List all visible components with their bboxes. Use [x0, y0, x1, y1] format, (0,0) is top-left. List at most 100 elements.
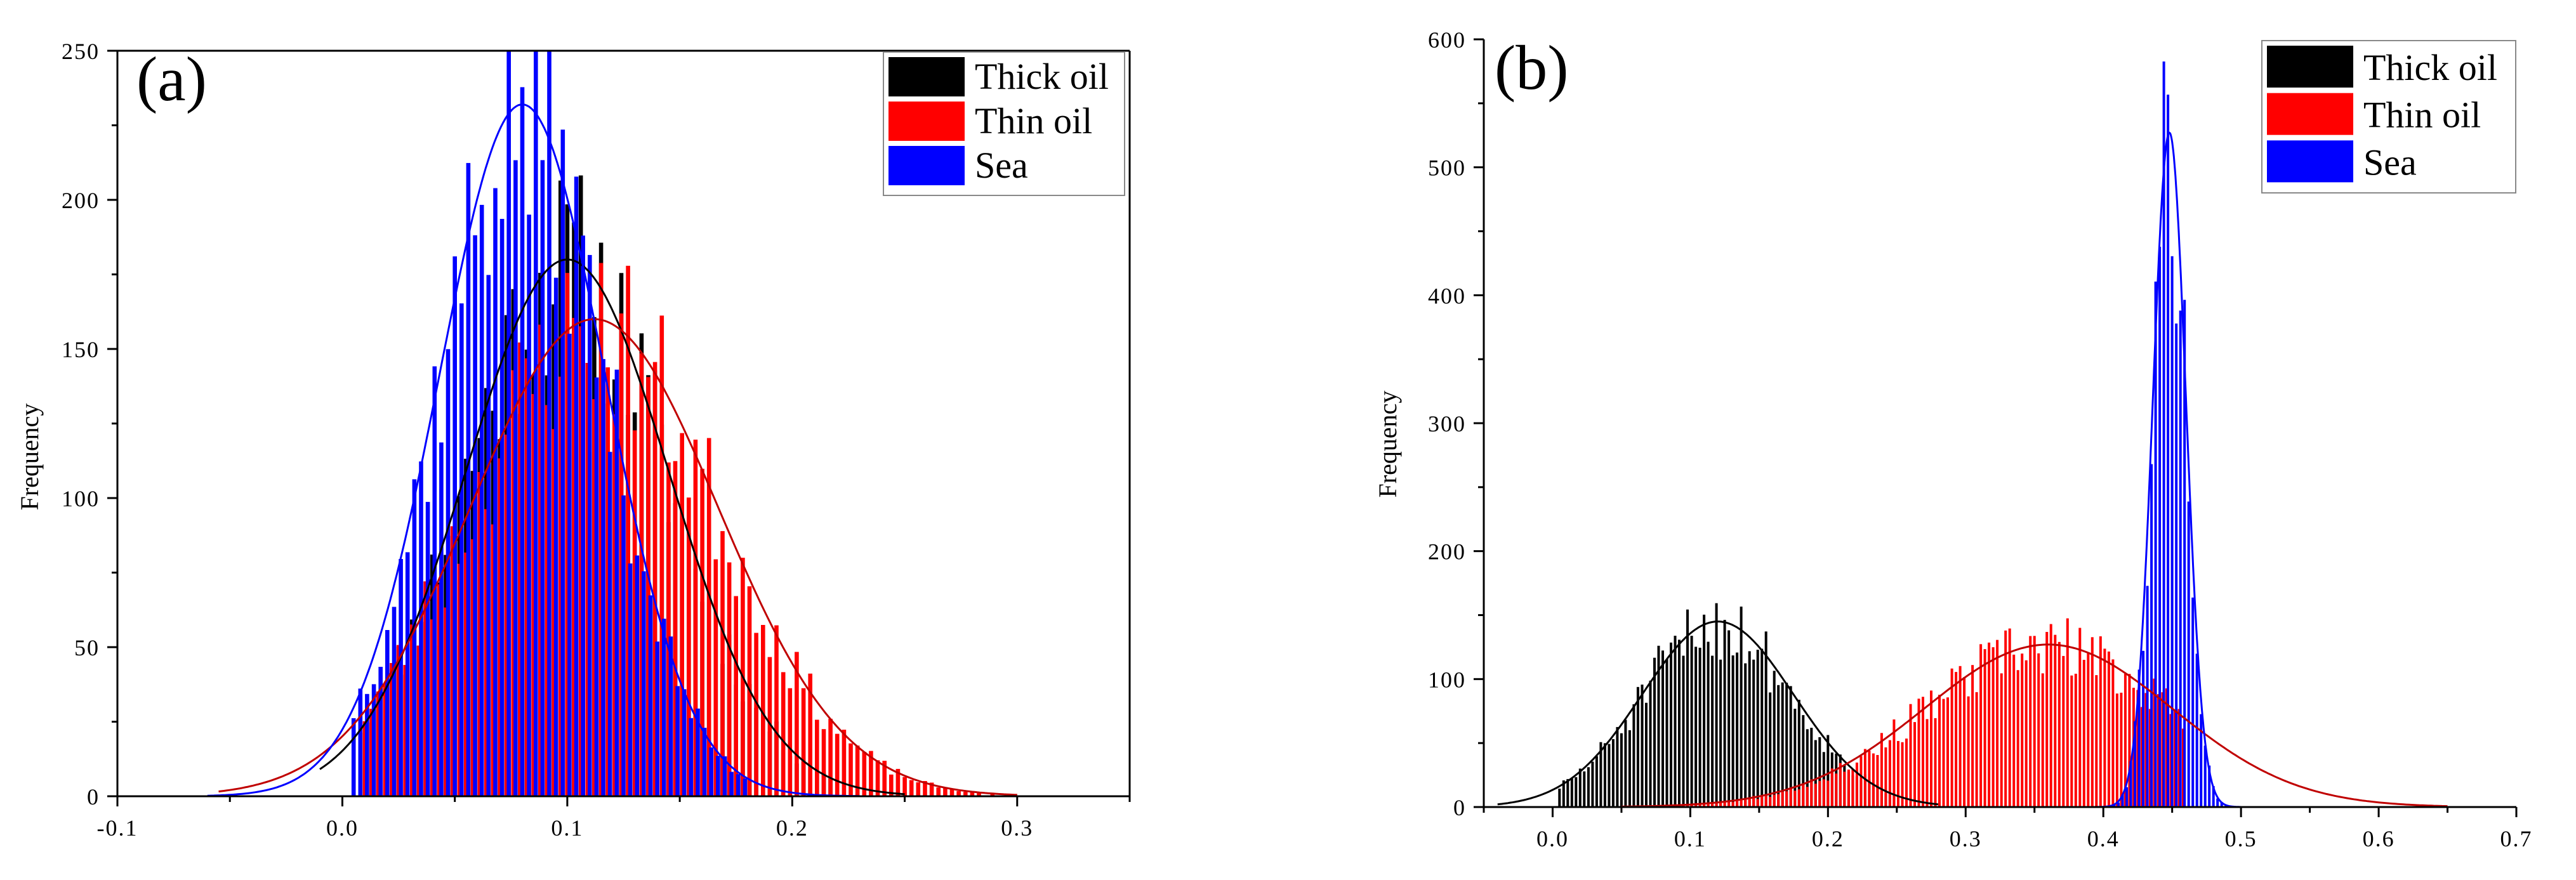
- histogram-bar-sea: [419, 461, 423, 796]
- histogram-bar-sea: [2158, 246, 2162, 807]
- histogram-bar-thick-oil: [1760, 648, 1764, 807]
- histogram-bar-thick-oil: [1641, 685, 1644, 807]
- legend-label-sea: Sea: [975, 145, 1028, 186]
- histogram-bar-thin-oil: [781, 672, 786, 796]
- histogram-bar-thin-oil: [2016, 670, 2019, 807]
- histogram-bar-thin-oil: [895, 768, 901, 796]
- histogram-bar-thick-oil: [1616, 726, 1619, 807]
- histogram-bar-thick-oil: [1690, 636, 1693, 807]
- histogram-bar-thin-oil: [1785, 791, 1788, 807]
- histogram-bar-sea: [601, 358, 605, 796]
- histogram-bar-thin-oil: [1901, 742, 1904, 807]
- histogram-bar-thin-oil: [673, 461, 678, 796]
- histogram-bar-sea: [479, 204, 484, 796]
- histogram-bar-thin-oil: [1690, 804, 1693, 807]
- histogram-bar-thin-oil: [1727, 802, 1731, 807]
- histogram-bar-sea: [493, 188, 498, 796]
- fit-curve-thick-oil: [1497, 621, 1939, 806]
- histogram-bar-sea: [607, 452, 612, 796]
- legend-swatch-thin-oil: [888, 102, 965, 141]
- y-tick-label: 0: [1453, 795, 1466, 820]
- histogram-bar-sea: [371, 684, 376, 796]
- histogram-bar-thin-oil: [2095, 675, 2098, 807]
- histogram-bar-thin-oil: [369, 709, 374, 796]
- histogram-bar-thin-oil: [1736, 799, 1739, 807]
- histogram-bar-thin-oil: [734, 596, 738, 796]
- histogram-bar-sea: [560, 129, 565, 796]
- histogram-bar-thin-oil: [902, 777, 907, 796]
- panel-label-a: (a): [136, 44, 207, 114]
- histogram-bar-thick-oil: [1661, 650, 1664, 807]
- histogram-bar-thin-oil: [518, 342, 522, 796]
- histogram-bar-sea: [2162, 61, 2165, 807]
- legend-label-thick-oil: Thick oil: [2363, 47, 2497, 88]
- histogram-bar-thin-oil: [720, 531, 725, 796]
- histogram-bar-sea: [2200, 714, 2203, 807]
- histogram-bar-thin-oil: [1892, 719, 1896, 807]
- histogram-bar-thick-oil: [1707, 641, 1710, 807]
- histogram-bar-sea: [473, 235, 477, 796]
- histogram-bar-sea: [513, 160, 518, 796]
- x-tick-label: 0.4: [2087, 826, 2120, 851]
- histogram-bar-thin-oil: [2066, 618, 2069, 807]
- histogram-bar-thick-oil: [1682, 655, 1685, 807]
- histogram-bar-sea: [722, 756, 727, 796]
- histogram-bar-thin-oil: [2182, 728, 2184, 807]
- histogram-bar-thin-oil: [1773, 794, 1776, 807]
- histogram-bar-thin-oil: [464, 552, 468, 796]
- histogram-bar-sea: [736, 774, 741, 796]
- histogram-bar-sea: [547, 51, 552, 796]
- histogram-bar-thin-oil: [1967, 696, 1970, 807]
- legend-swatch-sea: [888, 146, 965, 185]
- histogram-bar-thin-oil: [1740, 799, 1743, 807]
- histogram-bar-thin-oil: [1830, 768, 1833, 807]
- fit-curve-thick-oil: [319, 258, 905, 796]
- histogram-bar-thick-oil: [1558, 789, 1561, 807]
- histogram-bar-thin-oil: [2021, 653, 2024, 807]
- fit-curve-thin-oil: [1621, 643, 2448, 808]
- histogram-bar-thin-oil: [2128, 674, 2131, 807]
- histogram-bar-thick-oil: [1773, 671, 1776, 807]
- fit-curve-sea: [207, 103, 860, 798]
- histogram-bar-thin-oil: [923, 781, 927, 796]
- histogram-bar-thin-oil: [504, 435, 509, 796]
- histogram-bar-sea: [446, 349, 451, 796]
- histogram-bar-thick-oil: [1665, 659, 1668, 807]
- histogram-bar-thin-oil: [2165, 688, 2168, 807]
- histogram-bar-thin-oil: [1723, 801, 1726, 807]
- histogram-bar-thick-oil: [1789, 686, 1792, 807]
- histogram-bar-thin-oil: [416, 645, 421, 796]
- histogram-bar-sea: [378, 667, 383, 796]
- histogram-bar-thin-oil: [444, 607, 448, 796]
- histogram-bar-thin-oil: [362, 721, 367, 796]
- histogram-bar-thick-oil: [1810, 728, 1813, 807]
- histogram-bar-thin-oil: [788, 688, 793, 796]
- y-tick-label: 200: [62, 188, 100, 213]
- histogram-bar-sea: [506, 51, 511, 796]
- legend-label-sea: Sea: [2363, 141, 2417, 183]
- histogram-bar-thin-oil: [396, 645, 401, 796]
- histogram-bar-thin-oil: [632, 430, 637, 796]
- histogram-bar-sea: [2121, 794, 2124, 807]
- histogram-bar-thick-oil: [1740, 607, 1743, 807]
- histogram-bar-thin-oil: [578, 326, 583, 796]
- histogram-bar-thin-oil: [1715, 803, 1718, 807]
- histogram-bar-thin-oil: [2177, 709, 2181, 807]
- histogram-bar-thin-oil: [552, 429, 556, 796]
- histogram-bar-sea: [702, 728, 707, 796]
- histogram-bar-thin-oil: [457, 563, 462, 796]
- histogram-bar-sea: [459, 303, 464, 796]
- histogram-bar-thick-oil: [1731, 655, 1734, 807]
- histogram-bar-sea: [405, 552, 410, 796]
- histogram-bar-thick-oil: [1583, 771, 1586, 807]
- histogram-bar-thin-oil: [727, 562, 732, 796]
- x-tick-label: 0.2: [1812, 826, 1844, 851]
- histogram-bar-sea: [588, 254, 592, 796]
- histogram-bar-sea: [553, 277, 558, 796]
- x-tick-label: 0.0: [1536, 826, 1569, 851]
- histogram-bar-thin-oil: [909, 780, 914, 796]
- histogram-bar-thin-oil: [1884, 747, 1887, 807]
- histogram-bar-thin-oil: [1979, 644, 1983, 807]
- histogram-bar-thin-oil: [1711, 803, 1714, 807]
- histogram-bar-sea: [621, 495, 626, 796]
